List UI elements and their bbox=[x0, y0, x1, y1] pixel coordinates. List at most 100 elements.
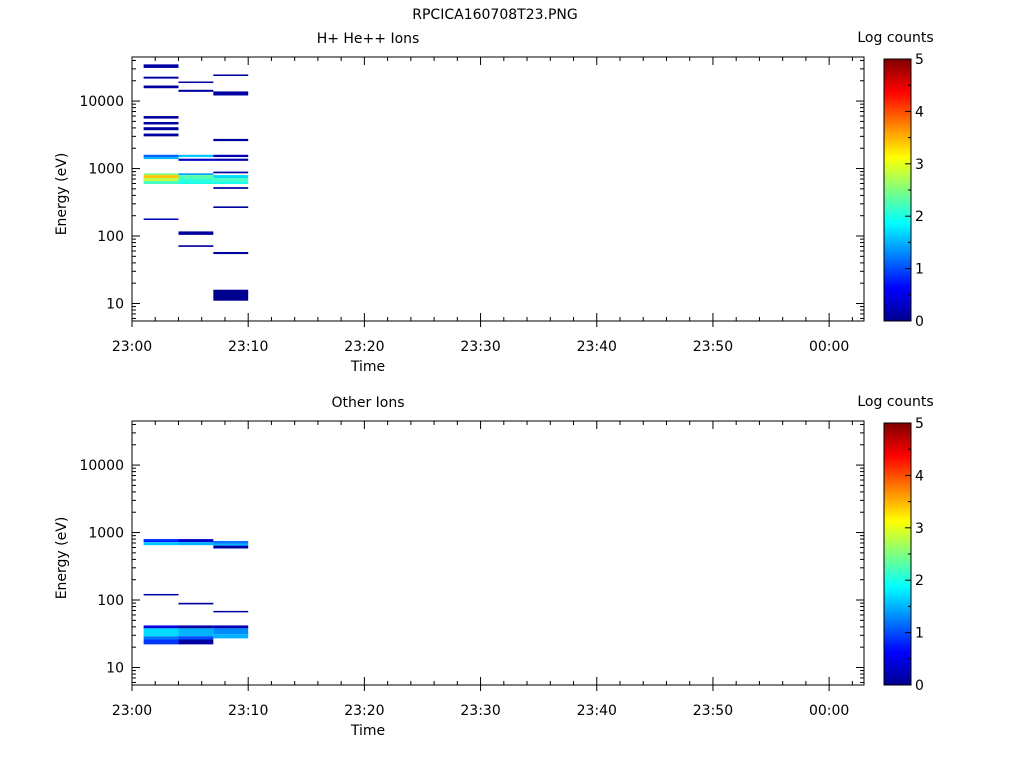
heatmap-cell bbox=[213, 158, 249, 161]
panel-title: H+ He++ Ions bbox=[317, 31, 420, 47]
heatmap-cell bbox=[143, 133, 179, 137]
colorbar-tick-label: 2 bbox=[915, 573, 924, 589]
heatmap-cell bbox=[143, 218, 179, 220]
heatmap-cell bbox=[178, 154, 214, 158]
colorbar bbox=[883, 422, 912, 686]
heatmap-cell bbox=[213, 628, 249, 635]
heatmap-cell bbox=[213, 154, 249, 158]
heatmap-cell bbox=[178, 89, 214, 92]
heatmap-cell bbox=[143, 539, 179, 543]
colorbar-label: Log counts bbox=[857, 394, 933, 410]
heatmap-cell bbox=[213, 206, 249, 209]
heatmap-cell bbox=[143, 178, 179, 182]
heatmap-cell bbox=[143, 76, 179, 79]
heatmap-cell bbox=[178, 245, 214, 247]
panel-2: 23:00 23:10 23:20 23:30 23:40 23:50 00:0010100… bbox=[54, 394, 934, 739]
heatmap-cell bbox=[143, 625, 179, 629]
heatmap-cell bbox=[143, 64, 179, 68]
colorbar bbox=[883, 58, 912, 322]
x-tick-label: 23:50 bbox=[693, 339, 733, 355]
x-axis-label: Time bbox=[350, 723, 385, 739]
colorbar-tick-label: 5 bbox=[915, 52, 924, 68]
colorbar-tick-label: 0 bbox=[915, 314, 924, 330]
heatmap-cell bbox=[143, 121, 179, 125]
heatmap-cell bbox=[213, 91, 249, 96]
heatmap-cell bbox=[213, 634, 249, 639]
heatmap-cell bbox=[213, 187, 249, 189]
colorbar-tick-label: 4 bbox=[915, 104, 924, 120]
colorbar-tick-label: 4 bbox=[915, 468, 924, 484]
heatmap-cell bbox=[143, 85, 179, 89]
y-tick-label: 10 bbox=[106, 296, 124, 312]
heatmap-cell bbox=[213, 178, 249, 182]
heatmap-cell bbox=[143, 628, 179, 637]
heatmap-cell bbox=[143, 542, 179, 546]
y-tick-label: 100 bbox=[97, 593, 124, 609]
x-tick-label: 00:00 bbox=[809, 339, 849, 355]
heatmap-cell bbox=[178, 178, 214, 182]
heatmap-cell bbox=[213, 251, 249, 255]
colorbar-tick-label: 1 bbox=[915, 262, 924, 278]
heatmap-cell bbox=[213, 540, 249, 544]
x-axis-label: Time bbox=[350, 359, 385, 375]
x-tick-label: 23:00 bbox=[112, 703, 152, 719]
heatmap-cell bbox=[178, 173, 214, 176]
heatmap-cell bbox=[178, 639, 214, 645]
heatmap-cell bbox=[178, 602, 214, 605]
heatmap-cell bbox=[213, 138, 249, 142]
y-tick-label: 10000 bbox=[79, 458, 124, 474]
figure-title: RPCICA160708T23.PNG bbox=[412, 7, 577, 23]
heatmap-cell bbox=[213, 545, 249, 549]
heatmap-cell bbox=[143, 127, 179, 131]
colorbar-tick-label: 0 bbox=[915, 678, 924, 694]
heatmap-cell bbox=[178, 539, 214, 543]
heatmap-cell bbox=[178, 628, 214, 637]
heatmap-cell bbox=[213, 181, 249, 185]
x-tick-label: 23:50 bbox=[693, 703, 733, 719]
y-axis-label: Energy (eV) bbox=[54, 153, 70, 236]
heatmap-cell bbox=[143, 157, 179, 160]
colorbar-tick-label: 2 bbox=[915, 209, 924, 225]
plot-frame bbox=[131, 420, 865, 686]
heatmap-cell bbox=[178, 231, 214, 235]
colorbar-tick-label: 1 bbox=[915, 626, 924, 642]
heatmap-cell bbox=[178, 636, 214, 640]
heatmap-cell bbox=[178, 81, 214, 84]
heatmap-cell bbox=[213, 74, 249, 77]
x-tick-label: 23:20 bbox=[344, 703, 384, 719]
x-tick-label: 23:20 bbox=[344, 339, 384, 355]
heatmap-cell bbox=[178, 175, 214, 179]
panel-1: 23:00 23:10 23:20 23:30 23:40 23:50 00:0010100… bbox=[54, 30, 934, 375]
heatmap-cell bbox=[213, 171, 249, 174]
heatmap-cell bbox=[213, 175, 249, 179]
heatmap-cell bbox=[213, 610, 249, 613]
y-tick-label: 10000 bbox=[79, 94, 124, 110]
heatmap-cell bbox=[143, 593, 179, 596]
colorbar-tick-label: 3 bbox=[915, 521, 924, 537]
y-tick-label: 1000 bbox=[88, 526, 124, 542]
y-tick-label: 1000 bbox=[88, 162, 124, 178]
heatmap-cell bbox=[213, 289, 249, 301]
x-tick-label: 23:10 bbox=[228, 703, 268, 719]
x-tick-label: 23:10 bbox=[228, 339, 268, 355]
heatmap-cell bbox=[178, 542, 214, 546]
y-tick-label: 10 bbox=[106, 660, 124, 676]
x-tick-label: 23:40 bbox=[577, 339, 617, 355]
heatmap-cell bbox=[143, 116, 179, 119]
colorbar-tick-label: 5 bbox=[915, 416, 924, 432]
plot-frame bbox=[131, 56, 865, 322]
y-tick-label: 100 bbox=[97, 229, 124, 245]
heatmap-cell bbox=[143, 173, 179, 176]
x-tick-label: 23:30 bbox=[460, 339, 500, 355]
colorbar-tick-label: 3 bbox=[915, 157, 924, 173]
x-tick-label: 23:40 bbox=[577, 703, 617, 719]
y-axis-label: Energy (eV) bbox=[54, 517, 70, 600]
panel-title: Other Ions bbox=[331, 395, 404, 411]
x-tick-label: 23:00 bbox=[112, 339, 152, 355]
x-tick-label: 00:00 bbox=[809, 703, 849, 719]
colorbar-label: Log counts bbox=[857, 30, 933, 46]
heatmap-cell bbox=[178, 158, 214, 161]
heatmap-cell bbox=[143, 181, 179, 185]
heatmap-cell bbox=[143, 636, 179, 640]
